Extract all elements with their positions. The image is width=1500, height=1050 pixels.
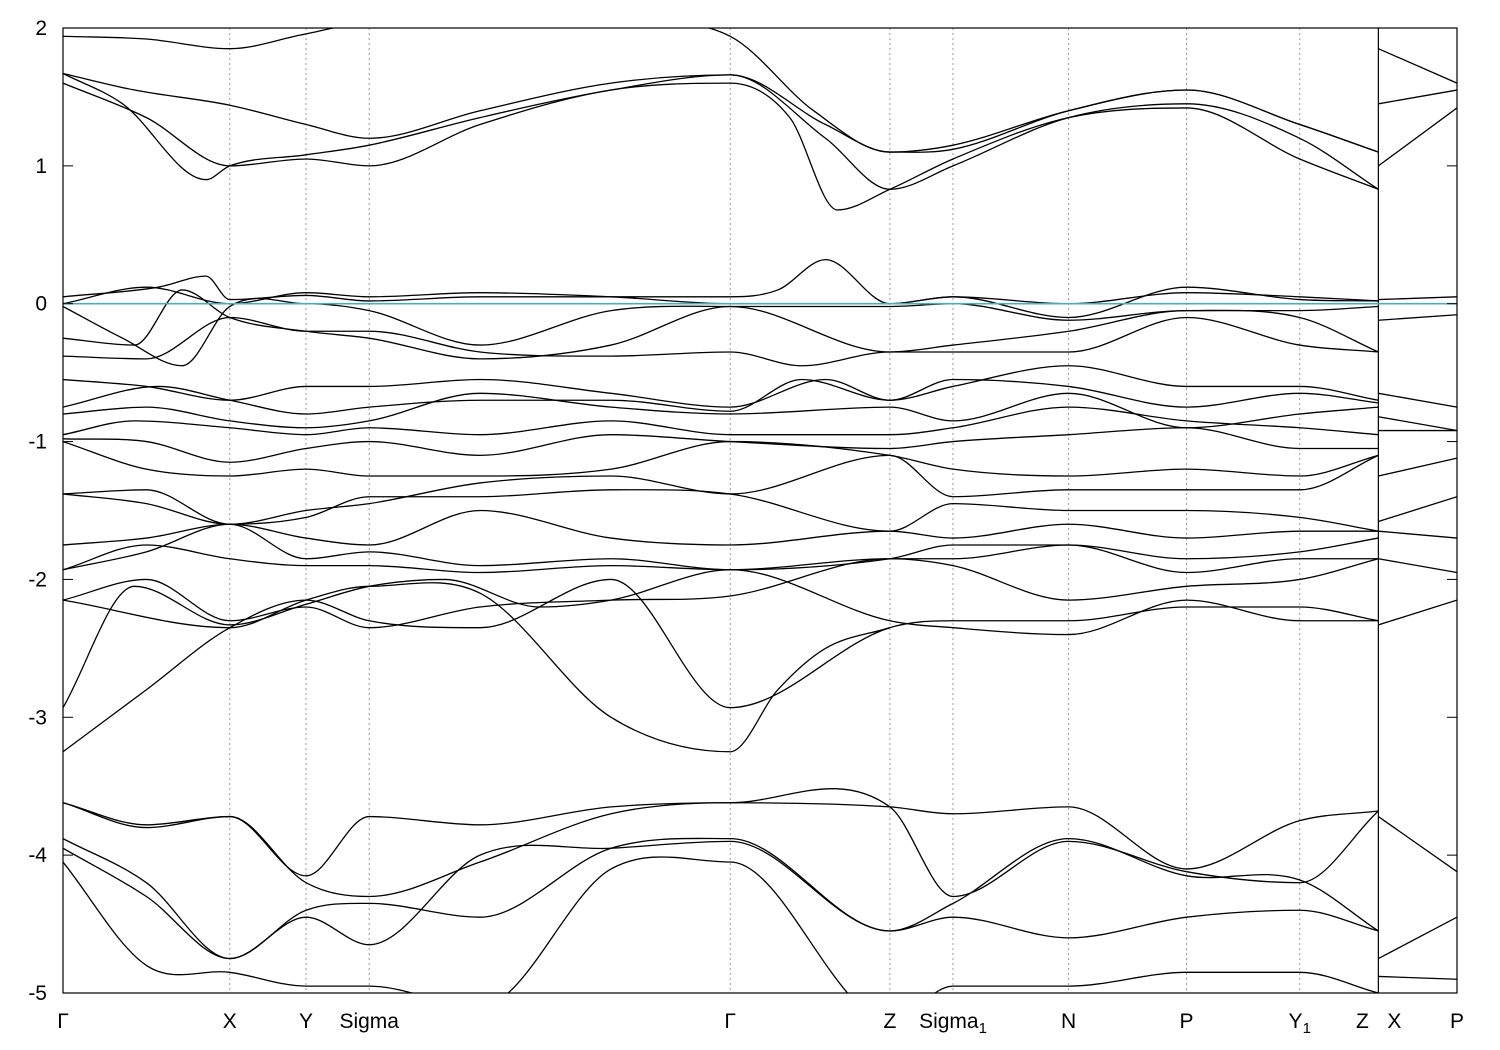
band-line-10: [63, 378, 1379, 415]
band-line-29: [1378, 48, 1457, 84]
kpoint-label-2: Y: [299, 1010, 313, 1033]
band-line-44: [1378, 975, 1457, 980]
band-line-9: [63, 365, 1379, 408]
band-line-17: [63, 509, 1379, 546]
bands: [63, 28, 1457, 993]
kpoint-label-9: Y1: [1289, 1010, 1311, 1037]
kpoint-label-11: X: [1387, 1010, 1401, 1033]
band-line-12: [63, 406, 1379, 436]
band-line-2: [63, 72, 1379, 190]
band-line-32: [1378, 296, 1457, 301]
kpoint-label-12: P: [1450, 1010, 1464, 1033]
kpoint-label-0: Γ: [57, 1010, 69, 1033]
y-tick-label: 1: [35, 155, 47, 178]
band-line-27: [63, 840, 1379, 960]
kpoint-label-3: Sigma: [339, 1010, 399, 1033]
band-line-23: [63, 582, 891, 753]
band-line-15: [63, 454, 1379, 525]
y-tick-label: -3: [28, 706, 47, 729]
band-line-16: [63, 489, 1379, 532]
band-line-40: [1378, 558, 1457, 574]
band-line-28: [63, 856, 1379, 993]
band-line-38: [1378, 496, 1457, 523]
band-line-34: [1378, 392, 1457, 408]
band-line-41: [1378, 599, 1457, 626]
band-line-5: [63, 286, 1379, 305]
y-axis: 2 1 0 -1 -2 -3 -4 -5: [28, 17, 1457, 1005]
band-line-42: [1377, 816, 1457, 873]
kpoint-label-5: Z: [883, 1010, 896, 1033]
kpoint-label-1: X: [223, 1010, 237, 1033]
band-line-30: [1378, 89, 1457, 105]
band-line-43: [1378, 916, 1457, 960]
band-line-4: [63, 258, 1379, 319]
band-line-35: [1378, 416, 1457, 432]
band-line-37: [1378, 457, 1457, 477]
band-line-19: [63, 544, 1379, 574]
band-line-39: [1378, 530, 1457, 539]
band-line-26: [63, 837, 1379, 960]
kpoint-label-8: P: [1180, 1010, 1194, 1033]
band-line-22: [63, 578, 1379, 753]
kpoint-label-4: Γ: [724, 1010, 736, 1033]
band-line-31: [1377, 107, 1457, 167]
band-line-25: [63, 788, 1379, 898]
band-line-1: [63, 72, 1379, 153]
y-tick-label: 0: [35, 293, 47, 316]
band-line-8: [63, 316, 1379, 367]
band-line-33: [1378, 314, 1457, 321]
band-line-20: [63, 558, 1379, 629]
band-line-11: [63, 392, 1379, 429]
y-tick-label: -4: [28, 844, 47, 867]
band-line-24: [63, 802, 1379, 877]
y-tick-label: -5: [28, 982, 47, 1005]
band-line-3: [63, 82, 1379, 211]
kpoint-label-7: N: [1061, 1010, 1076, 1033]
kpoint-label-10: Z: [1356, 1010, 1369, 1033]
kpoint-label-6: Sigma1: [919, 1010, 987, 1037]
band-line-6: [63, 297, 1379, 367]
band-line-18: [63, 523, 1379, 571]
y-tick-label: 2: [35, 17, 47, 40]
y-tick-label: -1: [28, 431, 47, 454]
band-line-21: [63, 569, 1379, 708]
plot-frame: [62, 27, 1458, 994]
band-line-13: [63, 427, 1379, 463]
y-tick-label: -2: [28, 568, 47, 591]
band-line-7: [63, 289, 1379, 360]
x-axis: Γ X Y Sigma Γ Z Sigma1 N P Y1 Z X P: [57, 1010, 1464, 1037]
band-line-14: [63, 440, 1379, 477]
